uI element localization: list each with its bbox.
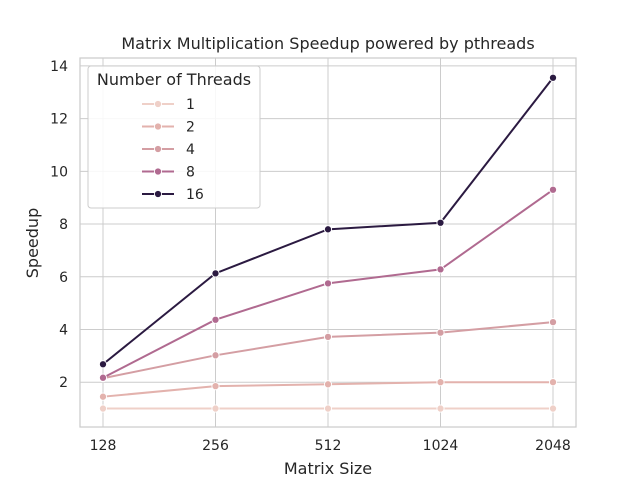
data-point: [211, 315, 220, 324]
legend-swatch-marker: [153, 189, 163, 199]
grid: [80, 58, 576, 427]
legend: Number of Threads 1 2 4 8 16: [87, 65, 261, 209]
data-point: [436, 378, 445, 387]
legend-entry: 2: [142, 120, 195, 136]
legend-label: 8: [186, 165, 195, 181]
data-point: [436, 218, 445, 227]
x-tick-label: 128: [90, 438, 117, 454]
series-8: [98, 185, 558, 382]
data-point: [211, 382, 220, 391]
data-point: [323, 380, 333, 389]
y-tick-label: 10: [50, 164, 68, 180]
legend-label: 4: [186, 142, 195, 158]
series-2: [98, 378, 558, 401]
data-point: [436, 328, 445, 337]
data-point: [211, 404, 220, 413]
legend-swatch-marker: [153, 99, 163, 109]
x-tick-label: 256: [202, 438, 229, 454]
y-tick-label: 14: [50, 59, 68, 75]
data-point: [323, 332, 333, 341]
data-point: [436, 404, 445, 413]
legend-swatch-marker: [153, 122, 163, 131]
legend-entry: 16: [142, 187, 204, 203]
y-tick-label: 12: [50, 112, 68, 128]
data-point: [323, 225, 333, 234]
data-point: [98, 392, 108, 401]
legend-swatch-marker: [153, 167, 163, 176]
legend-label: 16: [186, 187, 204, 203]
chart-title: Matrix Multiplication Speedup powered by…: [121, 34, 534, 53]
data-point: [548, 185, 558, 194]
legend-entries: 1 2 4 8 16: [142, 97, 204, 203]
series-layer: [98, 73, 558, 413]
y-tick-label: 4: [59, 322, 68, 338]
data-point: [548, 73, 558, 82]
y-tick-label: 6: [59, 270, 68, 286]
y-axis-title: Speedup: [23, 208, 42, 278]
legend-entry: 8: [142, 165, 195, 181]
y-tick-label: 8: [59, 217, 68, 233]
data-point: [548, 318, 558, 327]
data-point: [211, 351, 220, 360]
legend-box: [87, 65, 261, 209]
y-tick-label: 2: [59, 375, 68, 391]
x-tick-label: 2048: [535, 438, 571, 454]
data-point: [323, 404, 333, 413]
plot-frame: [79, 57, 577, 428]
data-point: [98, 360, 108, 369]
legend-entry: 1: [142, 97, 195, 113]
data-point: [98, 404, 108, 413]
y-tick-labels: 2 4 6 8 10 12 14: [50, 59, 68, 391]
data-point: [323, 279, 333, 288]
legend-swatch-marker: [153, 144, 163, 154]
data-point: [548, 378, 558, 387]
data-point: [548, 404, 558, 413]
x-tick-label: 512: [315, 438, 342, 454]
legend-title: Number of Threads: [97, 70, 251, 89]
series-16: [98, 73, 558, 369]
data-point: [211, 269, 220, 278]
x-axis-title: Matrix Size: [284, 459, 372, 478]
legend-entry: 4: [142, 142, 195, 158]
x-tick-labels: 128 256 512 1024 2048: [90, 438, 571, 454]
data-point: [436, 265, 445, 274]
legend-label: 2: [186, 120, 195, 136]
data-point: [98, 373, 108, 382]
series-1: [98, 404, 558, 413]
x-tick-label: 1024: [423, 438, 459, 454]
legend-label: 1: [186, 97, 195, 113]
